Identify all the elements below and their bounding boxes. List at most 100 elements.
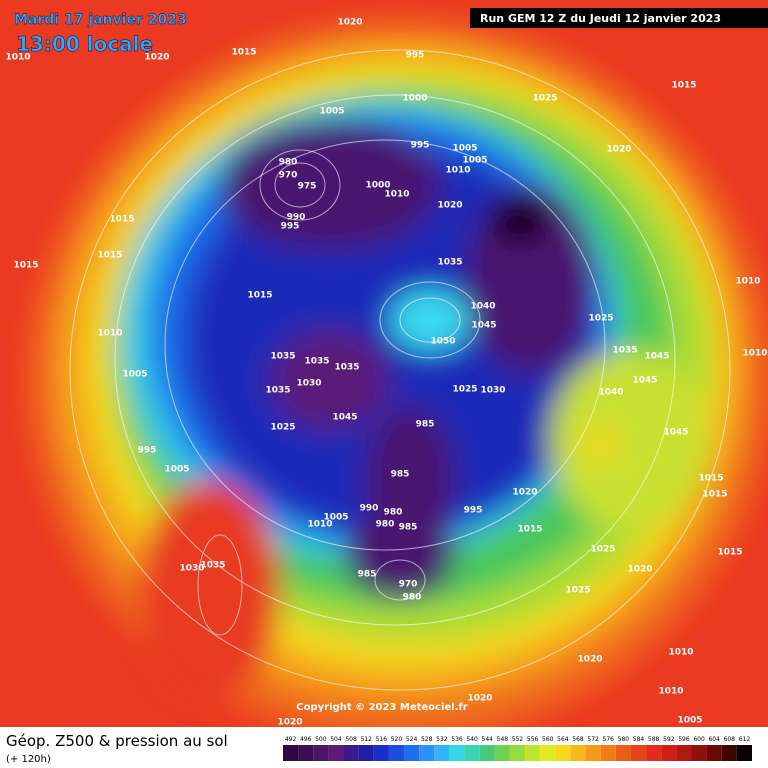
isobar-label: 1010: [668, 648, 693, 658]
isobar-label: 1010: [5, 53, 30, 63]
isobar-label: 980: [403, 593, 422, 603]
isobar-label: 1015: [717, 548, 742, 558]
lead-time: (+ 120h): [6, 754, 51, 765]
scale-swatch: [646, 745, 662, 761]
isobar-label: 1005: [164, 465, 189, 475]
isobar-label: 1035: [437, 258, 462, 268]
scale-label: 492: [285, 736, 297, 743]
isobar-label: 1020: [277, 718, 302, 728]
scale-label: 576: [603, 736, 615, 743]
scale-label: 516: [376, 736, 388, 743]
scale-swatch: [630, 745, 647, 761]
scale-swatch: [358, 745, 374, 761]
isobar-label: 1010: [384, 190, 409, 200]
isobar-label: 1035: [270, 352, 295, 362]
scale-label: 592: [663, 736, 675, 743]
scale-label: 612: [739, 736, 751, 743]
scale-label: 548: [497, 736, 509, 743]
isobar-label: 1035: [334, 363, 359, 373]
isobar-label: 1005: [677, 716, 702, 726]
isobar-label: 1025: [532, 94, 557, 104]
isobar-label: 1015: [698, 474, 723, 484]
isobar-label: 1020: [512, 488, 537, 498]
scale-swatch: [661, 745, 677, 761]
isobar-label: 985: [416, 420, 435, 430]
isobar-label: 985: [399, 523, 418, 533]
isobar-label: 1020: [577, 655, 602, 665]
scale-swatch: [509, 745, 526, 761]
isobar-label: 1010: [307, 520, 332, 530]
scale-label: 512: [360, 736, 372, 743]
isobar-label: 980: [279, 158, 298, 168]
scale-swatch: [721, 745, 737, 761]
isobar-label: 1025: [452, 385, 477, 395]
isobar-label: 1045: [471, 321, 496, 331]
isobar-label: 1025: [565, 586, 590, 596]
isobar-label: 1035: [612, 346, 637, 356]
color-scale: 492 496 500 504 508 512 516 520 524 528 532 536 540 5…: [283, 736, 752, 761]
isobar-label: 1005: [323, 513, 348, 523]
scale-label: 540: [466, 736, 478, 743]
isobar-label: 1005: [452, 144, 477, 154]
scale-label: 544: [482, 736, 494, 743]
isobar-label: 1010: [97, 329, 122, 339]
isobar-label: 990: [360, 504, 379, 514]
scale-label: 552: [512, 736, 524, 743]
scale-swatch: [540, 745, 556, 761]
scale-swatch: [615, 745, 631, 761]
isobar-label: 1015: [13, 261, 38, 271]
isobar-label: 1000: [402, 94, 427, 104]
product-title: Géop. Z500 & pression au sol: [6, 732, 228, 750]
isobar-label: 980: [384, 508, 403, 518]
isobar-label: 975: [298, 182, 317, 192]
scale-swatch: [555, 745, 571, 761]
isobar-label: 1005: [462, 156, 487, 166]
scale-label: 608: [724, 736, 736, 743]
scale-swatch: [570, 745, 586, 761]
isobar-label: 1025: [590, 545, 615, 555]
copyright: Copyright © 2023 Meteociel.fr: [296, 702, 467, 713]
scale-swatch: [404, 745, 420, 761]
isobar-label: 970: [399, 580, 418, 590]
isobar-label: 1045: [632, 376, 657, 386]
scale-swatch: [298, 745, 314, 761]
scale-swatch: [600, 745, 616, 761]
isobar-label: 1035: [304, 357, 329, 367]
isobar-label: 1020: [606, 145, 631, 155]
isobar-label: 1010: [658, 687, 683, 697]
isobar-label: 1030: [480, 386, 505, 396]
isobar-label: 990: [287, 213, 306, 223]
scale-swatch: [736, 745, 752, 761]
isobar-label: 970: [279, 171, 298, 181]
isobar-label: 1025: [588, 314, 613, 324]
scale-swatch: [479, 745, 495, 761]
scale-swatch: [464, 745, 480, 761]
scale-label: 532: [436, 736, 448, 743]
isobar-label: 995: [406, 51, 425, 61]
isobar-label: 1025: [270, 423, 295, 433]
isobar-label: 1005: [319, 107, 344, 117]
isobar-label: 980: [376, 520, 395, 530]
isobar-label: 1045: [644, 352, 669, 362]
forecast-date: Mardi 17 janvier 2023: [14, 12, 187, 28]
scale-swatch: [313, 745, 329, 761]
scale-swatch: [706, 745, 722, 761]
isobar-label: 1040: [598, 388, 623, 398]
isobar-label: 995: [411, 141, 430, 151]
scale-label: 568: [572, 736, 584, 743]
isobar-label: 995: [464, 506, 483, 516]
forecast-time: 13:00 locale: [16, 32, 153, 56]
isobar-label: 995: [138, 446, 157, 456]
scale-label: 496: [300, 736, 312, 743]
isobar-label: 1010: [742, 349, 767, 359]
isobar-label: 1020: [337, 18, 362, 28]
isobar-label: 995: [281, 222, 300, 232]
scale-swatch: [419, 745, 435, 761]
isobar-label: 1015: [231, 48, 256, 58]
scale-swatch: [676, 745, 692, 761]
scale-label: 588: [648, 736, 660, 743]
isobar-label: 1015: [247, 291, 272, 301]
isobar-label: 985: [358, 570, 377, 580]
